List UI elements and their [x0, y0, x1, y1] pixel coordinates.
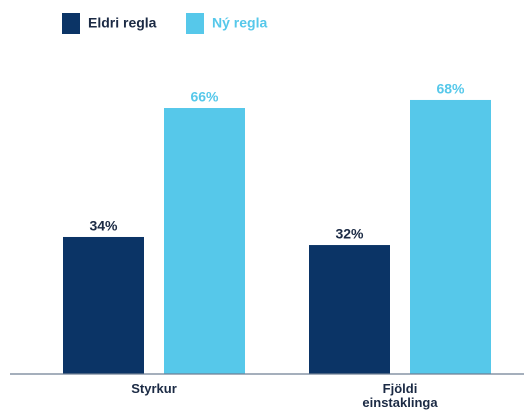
bar [309, 245, 390, 374]
x-tick-label: Fjöldi einstaklinga [362, 381, 438, 410]
bar [410, 99, 491, 375]
bar [164, 108, 245, 375]
bar [63, 236, 144, 374]
legend-swatch [62, 13, 80, 34]
value-label: 34% [89, 218, 118, 234]
value-label: 32% [335, 226, 364, 242]
legend-label: Eldri regla [88, 15, 157, 31]
value-label: 66% [190, 89, 219, 105]
x-tick-label: Styrkur [131, 381, 177, 396]
legend-swatch [186, 13, 204, 34]
legend-label: Ný regla [212, 15, 267, 31]
value-label: 68% [436, 81, 465, 97]
